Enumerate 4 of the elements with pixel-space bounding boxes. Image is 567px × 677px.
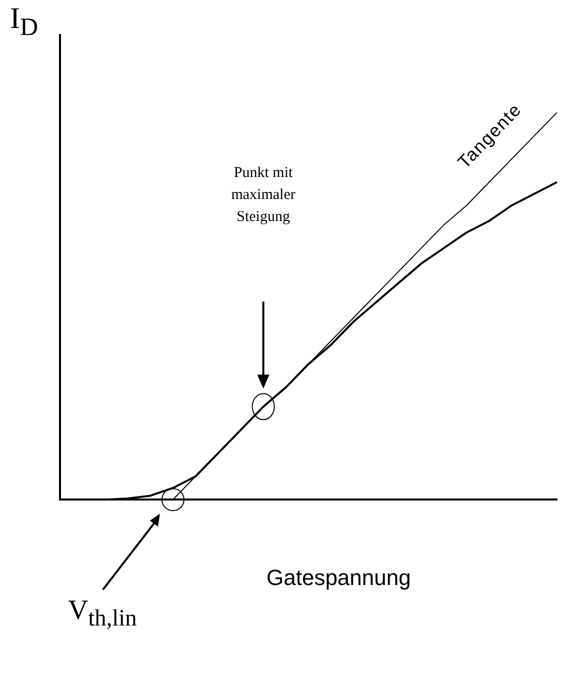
annotation: Punkt mit maximaler Steigung (230, 164, 296, 227)
y-axis-title: I$_{D}$ (10, 2, 38, 42)
x-axis-title: Gatespannung (266, 564, 411, 591)
text: V$_{th,lin}$ (68, 594, 137, 632)
